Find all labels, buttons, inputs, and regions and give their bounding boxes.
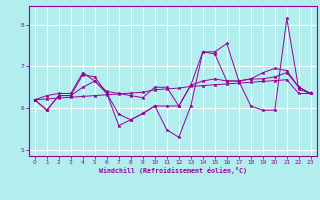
X-axis label: Windchill (Refroidissement éolien,°C): Windchill (Refroidissement éolien,°C) xyxy=(99,167,247,174)
